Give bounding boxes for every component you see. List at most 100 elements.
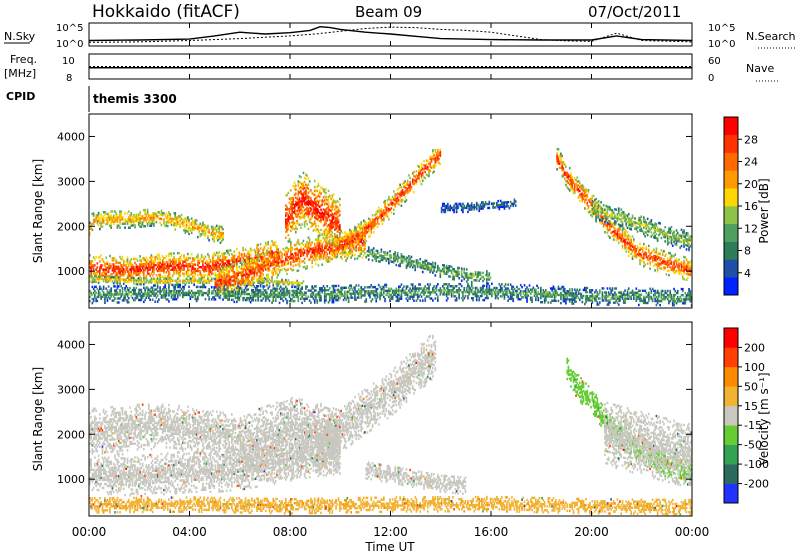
power-cell (683, 260, 685, 262)
power-cell (661, 257, 663, 259)
power-cell (648, 249, 650, 251)
power-cell (423, 160, 425, 162)
power-cell (304, 250, 306, 252)
power-cell (344, 256, 346, 258)
power-cell (275, 241, 277, 243)
power-cell (352, 246, 354, 248)
power-cell (364, 252, 366, 254)
power-cell (300, 255, 302, 257)
power-cell (387, 254, 389, 256)
power-cell (339, 214, 341, 216)
power-cell (299, 224, 301, 226)
power-cell (413, 260, 415, 262)
power-cell (147, 259, 149, 261)
power-cell (298, 269, 300, 271)
power-cell (113, 223, 115, 225)
power-cell (281, 269, 283, 271)
power-cell (295, 193, 297, 195)
power-cell (143, 279, 145, 281)
power-cell (396, 264, 398, 266)
power-cell (661, 229, 663, 231)
power-cell (92, 275, 94, 277)
power-cell (563, 167, 565, 169)
power-cell (289, 222, 291, 224)
power-cell (384, 251, 386, 253)
power-cell (404, 196, 406, 198)
power-cell (426, 163, 428, 165)
power-cell (295, 244, 297, 246)
power-cell (338, 201, 340, 203)
power-cell (259, 255, 261, 257)
power-cell (124, 227, 126, 229)
power-cell (264, 248, 266, 250)
power-cell (318, 183, 320, 185)
power-cell (325, 192, 327, 194)
power-cell (661, 237, 663, 239)
power-cell (556, 152, 558, 154)
power-cell (127, 267, 129, 269)
power-cell (328, 236, 330, 238)
power-cell (201, 254, 203, 256)
power-cell (344, 251, 346, 253)
power-cell (254, 277, 256, 279)
power-cell (201, 227, 203, 229)
power-cell (328, 190, 330, 192)
power-cell (92, 260, 94, 262)
power-cell (661, 249, 663, 251)
power-cell (163, 218, 165, 220)
power-cell (388, 196, 390, 198)
power-cell (158, 211, 160, 213)
power-cell (318, 229, 320, 231)
power-cell (478, 210, 480, 212)
power-cell (318, 264, 320, 266)
power-cell (163, 269, 165, 271)
power-cell (602, 210, 604, 212)
power-cell (285, 237, 287, 239)
power-cell (264, 246, 266, 248)
power-cell (373, 231, 375, 233)
power-cell (584, 207, 586, 209)
power-cell (432, 261, 434, 263)
power-cell (515, 204, 517, 206)
power-cell (119, 256, 121, 258)
power-cell (295, 185, 297, 187)
power-cell (306, 174, 308, 176)
freq-label: Freq. (10, 53, 37, 66)
power-cell (294, 208, 296, 210)
power-cell (360, 221, 362, 223)
power-cell (598, 200, 600, 202)
power-cell (494, 202, 496, 204)
power-cell (565, 166, 567, 168)
power-cell (286, 273, 288, 275)
power-cell (178, 252, 180, 254)
power-cell (218, 251, 220, 253)
power-cell (656, 247, 658, 249)
power-cell (98, 212, 100, 214)
power-cell (208, 255, 210, 257)
power-cell (124, 223, 126, 225)
power-cell (291, 247, 293, 249)
power-cell (97, 266, 99, 268)
power-cell (350, 230, 352, 232)
power-cell (176, 260, 178, 262)
power-cell (195, 264, 197, 266)
power-cell (418, 165, 420, 167)
power-cell (117, 282, 119, 284)
power-cell (401, 205, 403, 207)
power-cell (293, 269, 295, 271)
power-cell (332, 235, 334, 237)
power-cell (573, 180, 575, 182)
power-cell (411, 256, 413, 258)
power-cell (306, 223, 308, 225)
power-cell (159, 222, 161, 224)
power-cell (661, 267, 663, 269)
power-cell (609, 236, 611, 238)
power-cell (373, 251, 375, 253)
power-cell (585, 198, 587, 200)
power-cell (94, 264, 96, 266)
power-cell (628, 213, 630, 215)
power-cell (332, 258, 334, 260)
power-cell (422, 180, 424, 182)
power-cell (594, 199, 596, 201)
power-cell (169, 215, 171, 217)
